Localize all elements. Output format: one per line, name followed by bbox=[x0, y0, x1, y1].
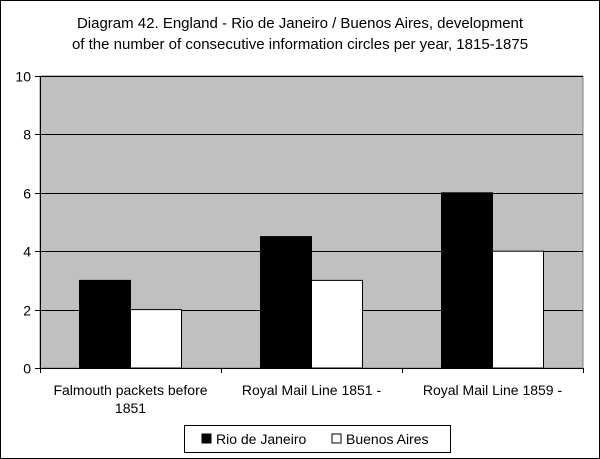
x-tick-label-line: Falmouth packets before bbox=[53, 382, 207, 398]
y-tick-label: 6 bbox=[23, 186, 31, 202]
legend bbox=[184, 425, 451, 453]
legend-label: Buenos Aires bbox=[346, 431, 429, 447]
y-tick-label: 2 bbox=[23, 303, 31, 319]
legend-label: Rio de Janeiro bbox=[216, 431, 306, 447]
bar bbox=[492, 250, 544, 369]
bar bbox=[130, 309, 182, 369]
x-tick-label-line: Royal Mail Line 1851 - bbox=[242, 382, 382, 398]
bar bbox=[79, 279, 131, 369]
x-tick-label: Royal Mail Line 1859 - bbox=[423, 382, 563, 398]
x-tick-label: Falmouth packets before 1851 bbox=[53, 382, 207, 416]
chart-title: Diagram 42. England - Rio de Janeiro / B… bbox=[0, 13, 600, 55]
x-tick-label-line: Royal Mail Line 1859 - bbox=[423, 382, 563, 398]
legend-swatch bbox=[201, 433, 212, 444]
y-tick-label: 8 bbox=[23, 127, 31, 143]
y-tick-label: 10 bbox=[15, 69, 31, 85]
x-tick-label-line: 1851 bbox=[115, 400, 146, 416]
bar bbox=[260, 236, 312, 369]
chart-title-line-1: Diagram 42. England - Rio de Janeiro / B… bbox=[76, 15, 524, 32]
bar bbox=[311, 279, 363, 369]
bar bbox=[441, 192, 493, 369]
legend-swatch bbox=[331, 433, 342, 444]
y-tick-label: 4 bbox=[23, 244, 31, 260]
chart-title-line-2: of the number of consecutive information… bbox=[71, 36, 529, 53]
x-tick-label: Royal Mail Line 1851 - bbox=[242, 382, 382, 398]
y-tick-label: 0 bbox=[23, 361, 31, 377]
